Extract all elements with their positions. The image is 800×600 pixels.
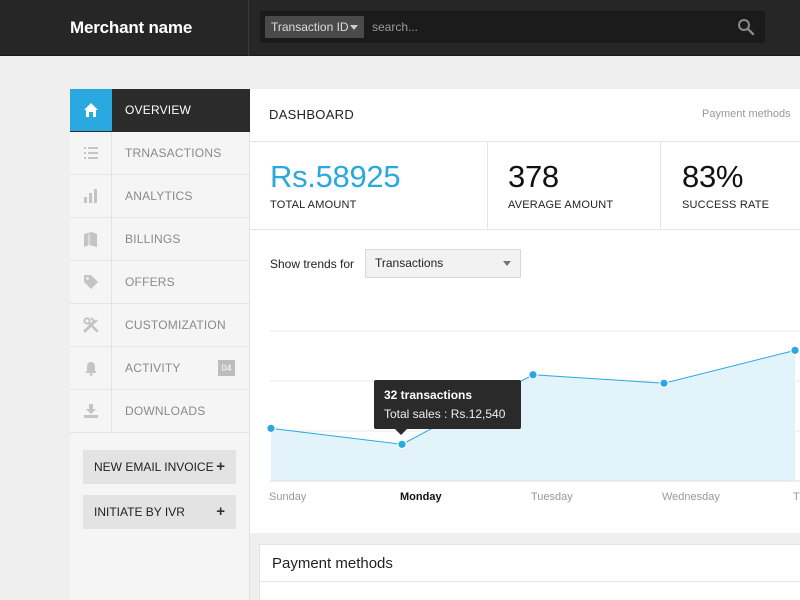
- data-point[interactable]: [528, 369, 538, 380]
- x-tick-label[interactable]: Monday: [400, 491, 442, 503]
- sidebar-item-label: TRNASACTIONS: [125, 146, 222, 160]
- data-point[interactable]: [659, 378, 669, 389]
- x-tick-label[interactable]: Sunday: [269, 491, 307, 503]
- sidebar: OVERVIEW TRNASACTIONS ANALYTICS BILLINGS…: [70, 89, 250, 600]
- sidebar-item-overview[interactable]: OVERVIEW: [70, 89, 250, 132]
- stat-success-rate: 83% SUCCESS RATE: [662, 142, 800, 230]
- stat-label: SUCCESS RATE: [682, 199, 770, 211]
- sidebar-item-customization[interactable]: CUSTOMIZATION: [70, 304, 250, 347]
- trend-chart: [266, 330, 800, 482]
- tooltip-subtitle: Total sales : Rs.12,540: [384, 407, 506, 421]
- plus-icon: +: [216, 503, 225, 520]
- book-icon: [70, 218, 112, 260]
- sidebar-item-billings[interactable]: BILLINGS: [70, 218, 250, 261]
- stat-label: AVERAGE AMOUNT: [508, 199, 614, 211]
- payment-methods-card: Payment methods: [259, 544, 800, 600]
- stat-value: 378: [508, 159, 559, 194]
- card-divider: [260, 581, 800, 582]
- sidebar-item-label: BILLINGS: [125, 232, 181, 246]
- caret-down-icon: [503, 261, 511, 266]
- search-icon[interactable]: [737, 18, 755, 36]
- sidebar-item-activity[interactable]: ACTIVITY 04: [70, 347, 250, 390]
- topbar-divider: [248, 0, 249, 56]
- sidebar-item-offers[interactable]: OFFERS: [70, 261, 250, 304]
- sidebar-item-label: CUSTOMIZATION: [125, 318, 226, 332]
- stat-value: 83%: [682, 159, 744, 194]
- stat-total-amount: Rs.58925 TOTAL AMOUNT: [250, 142, 487, 230]
- sidebar-item-label: DOWNLOADS: [125, 404, 206, 418]
- trend-label: Show trends for: [270, 257, 355, 271]
- button-label: NEW EMAIL INVOICE: [94, 460, 214, 474]
- button-label: INITIATE BY IVR: [94, 505, 185, 519]
- data-point[interactable]: [266, 423, 276, 434]
- data-point[interactable]: [397, 439, 407, 450]
- list-icon: [70, 132, 112, 174]
- search-type-dropdown[interactable]: Transaction ID: [265, 16, 364, 38]
- sidebar-item-downloads[interactable]: DOWNLOADS: [70, 390, 250, 433]
- search-input[interactable]: [372, 17, 722, 37]
- tag-icon: [70, 261, 112, 303]
- x-tick-label[interactable]: T: [793, 491, 800, 503]
- search-type-label: Transaction ID: [271, 20, 349, 34]
- sidebar-item-label: OFFERS: [125, 275, 175, 289]
- caret-down-icon: [350, 25, 358, 30]
- trend-dropdown[interactable]: Transactions: [365, 249, 521, 278]
- bell-icon: [70, 347, 112, 389]
- bar-chart-icon: [70, 175, 112, 217]
- activity-count-badge: 04: [218, 360, 235, 376]
- stat-divider: [487, 142, 488, 230]
- sidebar-item-label: ACTIVITY: [125, 361, 181, 375]
- plus-icon: +: [216, 458, 225, 475]
- sidebar-item-label: ANALYTICS: [125, 189, 193, 203]
- top-bar: Merchant name Transaction ID: [0, 0, 800, 56]
- trend-selected-value: Transactions: [375, 256, 444, 270]
- sidebar-item-transactions[interactable]: TRNASACTIONS: [70, 132, 250, 175]
- sidebar-item-label: OVERVIEW: [125, 103, 192, 117]
- payment-methods-link[interactable]: Payment methods: [702, 108, 791, 120]
- sidebar-item-analytics[interactable]: ANALYTICS: [70, 175, 250, 218]
- stats-row: Rs.58925 TOTAL AMOUNT 378 AVERAGE AMOUNT…: [250, 141, 800, 230]
- new-email-invoice-button[interactable]: NEW EMAIL INVOICE +: [83, 450, 236, 484]
- dashboard-panel: DASHBOARD Payment methods Rs.58925 TOTAL…: [250, 89, 800, 533]
- x-tick-label[interactable]: Tuesday: [531, 491, 573, 503]
- tools-icon: [70, 304, 112, 346]
- tooltip-arrow: [395, 429, 407, 435]
- x-tick-label[interactable]: Wednesday: [662, 491, 720, 503]
- stat-label: TOTAL AMOUNT: [270, 199, 357, 211]
- merchant-name: Merchant name: [70, 18, 193, 37]
- stat-divider: [660, 142, 661, 230]
- payment-methods-title: Payment methods: [272, 555, 393, 572]
- page-title: DASHBOARD: [269, 107, 355, 122]
- search-bar: Transaction ID: [260, 11, 765, 43]
- data-point[interactable]: [790, 345, 800, 356]
- download-icon: [70, 390, 112, 432]
- chart-tooltip: 32 transactions Total sales : Rs.12,540: [374, 380, 521, 435]
- initiate-by-ivr-button[interactable]: INITIATE BY IVR +: [83, 495, 236, 529]
- stat-value: Rs.58925: [270, 159, 401, 194]
- tooltip-title: 32 transactions: [384, 388, 473, 402]
- stat-average-amount: 378 AVERAGE AMOUNT: [488, 142, 660, 230]
- home-icon: [70, 89, 112, 131]
